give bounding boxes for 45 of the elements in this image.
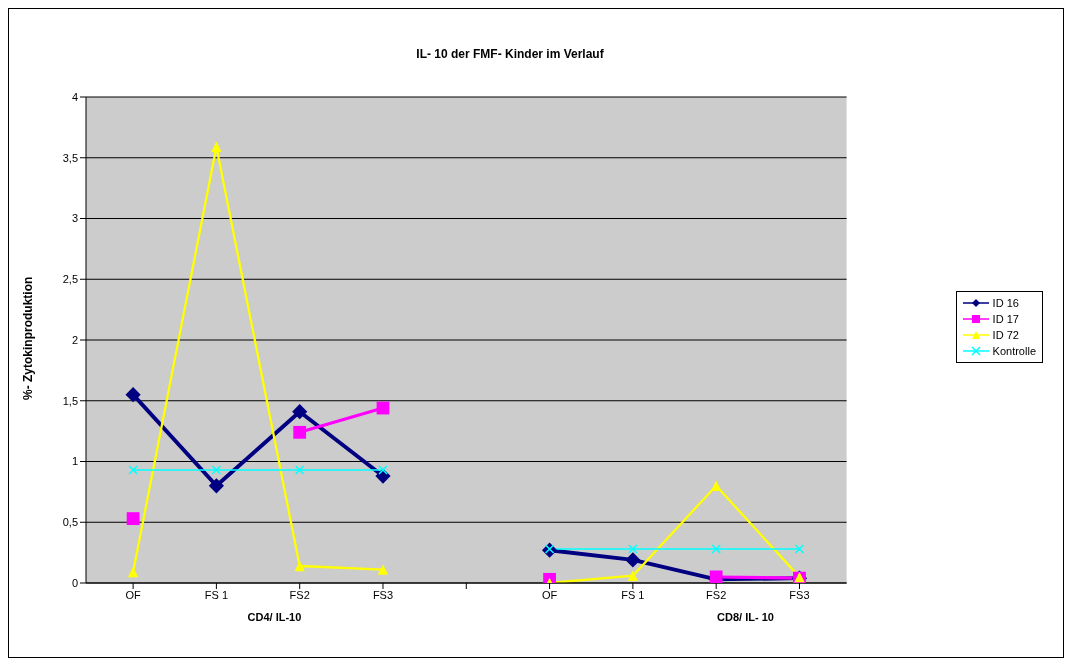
legend-label: ID 16 — [992, 297, 1019, 309]
point — [543, 572, 556, 583]
y-tick-label: 1,5 — [62, 394, 78, 407]
point — [627, 570, 639, 581]
x-tick-label: FS 1 — [204, 588, 229, 601]
x-tick-label: FS 1 — [621, 588, 645, 601]
text: CD4/ IL-10 — [246, 611, 303, 623]
y-axis-title: %- Zytokinproduktion — [21, 276, 36, 400]
point — [125, 387, 141, 403]
point — [377, 564, 389, 575]
y-tick-label: 3,5 — [62, 151, 78, 164]
point — [628, 544, 638, 554]
y-tick-label: 4 — [71, 90, 78, 103]
y-tick-label: 0 — [71, 576, 78, 589]
y-tick-label: 1 — [71, 455, 78, 468]
x-tick-label: OF — [541, 588, 558, 601]
point — [208, 478, 225, 494]
legend-label: ID 72 — [992, 329, 1019, 341]
y-tick-label: 0,5 — [62, 516, 78, 529]
x-tick-label: FS2 — [706, 588, 727, 601]
point — [211, 465, 222, 475]
point — [292, 404, 308, 420]
y-tick-label: 2,5 — [62, 273, 78, 286]
point — [794, 544, 805, 554]
point — [711, 544, 721, 554]
point — [625, 552, 641, 568]
point — [128, 465, 138, 475]
chart-title: IL- 10 der FMF- Kinder im Verlauf — [415, 47, 605, 61]
point — [126, 512, 140, 526]
point — [378, 465, 388, 475]
point — [127, 566, 139, 578]
legend-label: Kontrolle — [992, 345, 1036, 357]
point — [211, 141, 222, 153]
legend-label: ID 17 — [992, 313, 1019, 325]
point — [294, 465, 305, 475]
text: CD8/ IL- 10 — [716, 611, 775, 623]
x-tick-label: FS2 — [289, 588, 310, 601]
x-tick-label: OF — [125, 588, 142, 601]
point — [294, 560, 305, 572]
point — [293, 425, 307, 439]
y-tick-label: 2 — [71, 333, 78, 346]
point — [710, 480, 722, 491]
x-tick-label: FS3 — [789, 588, 810, 601]
x-tick-label: FS3 — [372, 588, 394, 601]
y-tick-label: 3 — [71, 212, 78, 225]
